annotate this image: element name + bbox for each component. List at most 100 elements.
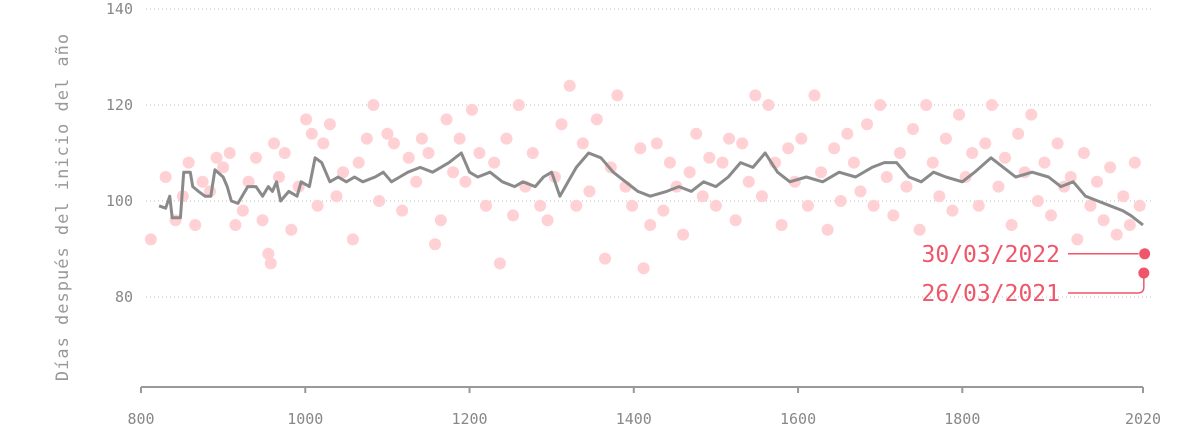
point — [367, 99, 380, 111]
point — [1051, 137, 1064, 150]
point — [249, 151, 262, 164]
point — [762, 99, 775, 111]
point — [841, 127, 854, 140]
point — [828, 142, 841, 155]
point — [1025, 108, 1038, 121]
point — [526, 147, 539, 159]
point — [913, 223, 926, 236]
point — [196, 175, 209, 188]
y-tick-label: 140 — [106, 0, 133, 18]
point — [755, 190, 768, 203]
point — [946, 204, 959, 217]
point — [999, 151, 1012, 164]
point — [985, 99, 998, 111]
point — [479, 199, 492, 212]
point — [507, 209, 520, 222]
point — [657, 204, 670, 217]
point — [223, 147, 236, 159]
point — [159, 171, 172, 183]
point — [512, 99, 525, 111]
point — [402, 151, 415, 164]
point — [992, 180, 1005, 193]
point — [189, 219, 202, 231]
point — [716, 156, 729, 169]
point — [1045, 209, 1058, 222]
point — [381, 127, 394, 140]
point — [278, 147, 291, 159]
point — [473, 147, 486, 159]
point — [570, 199, 583, 212]
point — [907, 123, 920, 135]
annotation: 26/03/2021 — [922, 281, 1060, 307]
highlight-point — [1139, 248, 1151, 260]
point — [346, 233, 359, 246]
point — [893, 147, 906, 159]
point — [939, 132, 952, 145]
point — [465, 103, 478, 116]
point — [541, 214, 554, 227]
point — [690, 127, 703, 140]
point — [429, 238, 442, 251]
point — [415, 132, 428, 145]
point — [821, 223, 834, 236]
point — [736, 137, 749, 150]
point — [1097, 214, 1110, 227]
point — [210, 151, 223, 164]
y-tick-label: 100 — [106, 192, 133, 210]
point — [440, 113, 453, 126]
point — [847, 156, 860, 169]
point — [972, 199, 985, 212]
point — [861, 118, 874, 131]
point — [867, 199, 880, 212]
point — [256, 214, 269, 227]
point — [555, 118, 568, 131]
point — [563, 79, 576, 92]
y-tick-label: 80 — [115, 288, 133, 306]
point — [723, 132, 736, 145]
point — [854, 185, 867, 198]
point — [182, 156, 195, 169]
leader-line — [1068, 273, 1145, 294]
point — [576, 137, 589, 150]
y-tick-label: 120 — [106, 96, 133, 114]
point — [677, 228, 690, 241]
point — [1077, 147, 1090, 159]
point — [300, 113, 313, 126]
point — [1128, 156, 1141, 169]
point — [583, 185, 596, 198]
x-tick-label: 1600 — [780, 410, 816, 428]
point — [352, 156, 365, 169]
point — [900, 180, 913, 193]
point — [242, 175, 255, 188]
point — [874, 99, 887, 111]
point — [1071, 233, 1084, 246]
point — [644, 219, 657, 231]
point — [264, 257, 277, 270]
point — [880, 171, 893, 183]
point — [1038, 156, 1051, 169]
x-tick-label: 1200 — [451, 410, 487, 428]
point — [1084, 199, 1097, 212]
point — [262, 247, 275, 260]
point — [488, 156, 501, 169]
point — [360, 132, 373, 145]
point — [683, 166, 696, 179]
point — [285, 223, 298, 236]
point — [801, 199, 814, 212]
point — [920, 99, 933, 111]
point — [742, 175, 755, 188]
point — [1104, 161, 1117, 174]
point — [611, 89, 624, 102]
point — [434, 214, 447, 227]
point — [387, 137, 400, 150]
point — [1012, 127, 1025, 140]
point — [1110, 228, 1123, 241]
point — [634, 142, 647, 155]
highlight-point — [1138, 267, 1150, 279]
point — [966, 147, 979, 159]
point — [317, 137, 330, 150]
point — [696, 190, 709, 203]
point — [834, 195, 847, 207]
point — [1005, 219, 1018, 231]
point — [330, 190, 343, 203]
